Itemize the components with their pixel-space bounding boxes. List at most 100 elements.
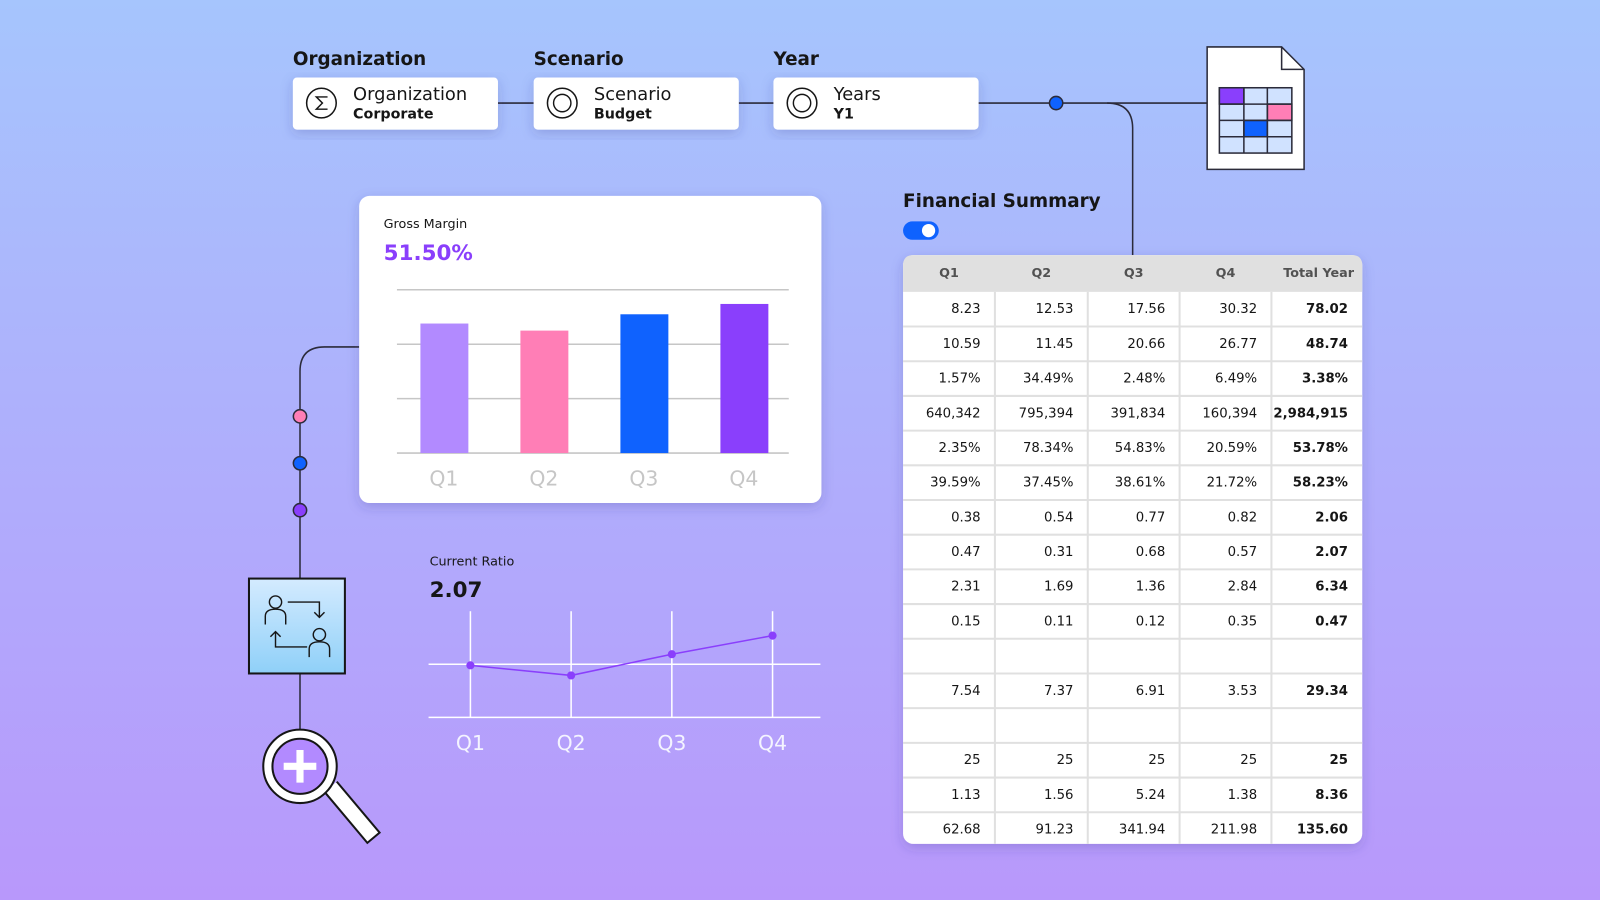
x-tick-label: Q3 <box>657 731 686 755</box>
table-cell: 0.35 <box>1228 614 1258 629</box>
table-cell: 78.02 <box>1306 302 1348 317</box>
table-cell: 391,834 <box>1111 406 1166 421</box>
zoom-icon <box>262 728 382 845</box>
filter-icon <box>792 93 812 113</box>
table-cell: 1.13 <box>951 788 981 803</box>
filters: OrganizationOrganizationCorporateScenari… <box>292 49 979 130</box>
table-cell: 0.77 <box>1136 510 1166 525</box>
table-cell: 91.23 <box>1036 823 1074 838</box>
filter-sub: Corporate <box>353 106 433 122</box>
bar <box>520 330 569 454</box>
table-cell: 21.72% <box>1207 476 1258 491</box>
x-tick-label: Q2 <box>557 731 586 755</box>
point <box>667 650 676 659</box>
chart-title: Current Ratio <box>430 555 515 570</box>
column-header: Q4 <box>1216 266 1236 281</box>
connectors <box>299 102 1208 731</box>
table-cell: 25 <box>1148 753 1165 768</box>
chart-value: 51.50% <box>384 241 473 266</box>
table-cell: 0.38 <box>951 510 981 525</box>
table-cell: 0.12 <box>1136 614 1166 629</box>
table-cell: 2.35% <box>939 441 981 456</box>
filter-icon <box>546 87 578 119</box>
table-cell: 0.47 <box>1315 614 1348 629</box>
filter-icon <box>786 87 818 119</box>
table-cell: 78.34% <box>1023 441 1074 456</box>
table-cell: 25 <box>964 753 981 768</box>
table-card <box>903 255 1363 844</box>
table-cell: 2.84 <box>1228 580 1258 595</box>
filter-icon <box>552 93 572 113</box>
bar <box>420 323 469 454</box>
table-cell: 0.15 <box>951 614 981 629</box>
table-cell: 62.68 <box>943 823 981 838</box>
table-cell: 0.82 <box>1228 510 1258 525</box>
workflow-icon <box>247 577 346 675</box>
table-cell: 58.23% <box>1293 476 1348 491</box>
table-cell: 1.56 <box>1044 788 1074 803</box>
filter-icon <box>305 87 337 119</box>
table-cell: 0.57 <box>1228 545 1258 560</box>
table-cell: 25 <box>1240 753 1257 768</box>
column-header: Q1 <box>939 266 959 281</box>
connector-dot <box>292 408 308 424</box>
table-cell: 29.34 <box>1306 684 1348 699</box>
filter-value: Years <box>833 84 881 105</box>
x-tick-label: Q1 <box>429 467 458 491</box>
table: Q1 Q2 Q3 Q4 Total Year 8.23 12.53 17.56 30.32 78.… <box>903 266 1363 844</box>
table-cell: 640,342 <box>926 406 981 421</box>
connector-dot <box>292 502 308 518</box>
table-cell: 25 <box>1057 753 1074 768</box>
point <box>567 671 576 680</box>
filter-box[interactable] <box>292 77 498 130</box>
connector-dot <box>1048 95 1064 111</box>
table-cell: 341.94 <box>1119 823 1165 838</box>
table-cell: 48.74 <box>1306 337 1348 352</box>
filter-label: Year <box>772 49 819 70</box>
table-cell: 17.56 <box>1127 302 1165 317</box>
table-cell: 39.59% <box>930 476 981 491</box>
table-cell: 38.61% <box>1115 476 1166 491</box>
filter-icon <box>314 96 328 110</box>
table-cell: 2.31 <box>951 580 981 595</box>
table-title: Financial Summary <box>903 191 1101 212</box>
x-tick-label: Q3 <box>629 467 658 491</box>
table-cell: 0.11 <box>1044 614 1074 629</box>
table-cell: 211.98 <box>1211 823 1257 838</box>
charts: Gross Margin 51.50% Q1 Q2 Q3 Q4 Current Ratio 2… <box>384 217 821 755</box>
bar <box>720 303 769 454</box>
table-cell: 8.36 <box>1315 788 1348 803</box>
table-cell: 2.48% <box>1123 372 1165 387</box>
filter-box[interactable] <box>773 77 979 130</box>
line <box>470 634 773 677</box>
table-cell: 5.24 <box>1136 788 1166 803</box>
filter-sub: Y1 <box>833 106 854 122</box>
table-cell: 2,984,915 <box>1273 406 1348 421</box>
x-tick-label: Q2 <box>529 467 558 491</box>
table-cell: 53.78% <box>1293 441 1348 456</box>
table-cell: 11.45 <box>1036 337 1074 352</box>
x-tick-label: Q4 <box>758 731 787 755</box>
table-cell: 7.37 <box>1044 684 1074 699</box>
table-cell: 0.47 <box>951 545 981 560</box>
table-cell: 0.54 <box>1044 510 1074 525</box>
table-cell: 26.77 <box>1219 337 1257 352</box>
table-cell: 10.59 <box>943 337 981 352</box>
table-cell: 8.23 <box>951 302 981 317</box>
table-cell: 160,394 <box>1202 406 1257 421</box>
table-cell: 20.66 <box>1127 337 1165 352</box>
toggle[interactable] <box>903 221 939 240</box>
filter-box[interactable] <box>533 77 739 130</box>
table-cell: 54.83% <box>1115 441 1166 456</box>
column-header: Q2 <box>1031 266 1051 281</box>
filter-sub: Budget <box>594 106 652 122</box>
x-tick-label: Q4 <box>729 467 758 491</box>
spreadsheet-icon <box>1206 46 1305 171</box>
table-cell: 1.36 <box>1136 580 1166 595</box>
connector-dot <box>292 455 308 471</box>
filter-value: Organization <box>353 84 467 105</box>
chart-value: 2.07 <box>430 578 483 603</box>
table-cell: 0.68 <box>1136 545 1166 560</box>
